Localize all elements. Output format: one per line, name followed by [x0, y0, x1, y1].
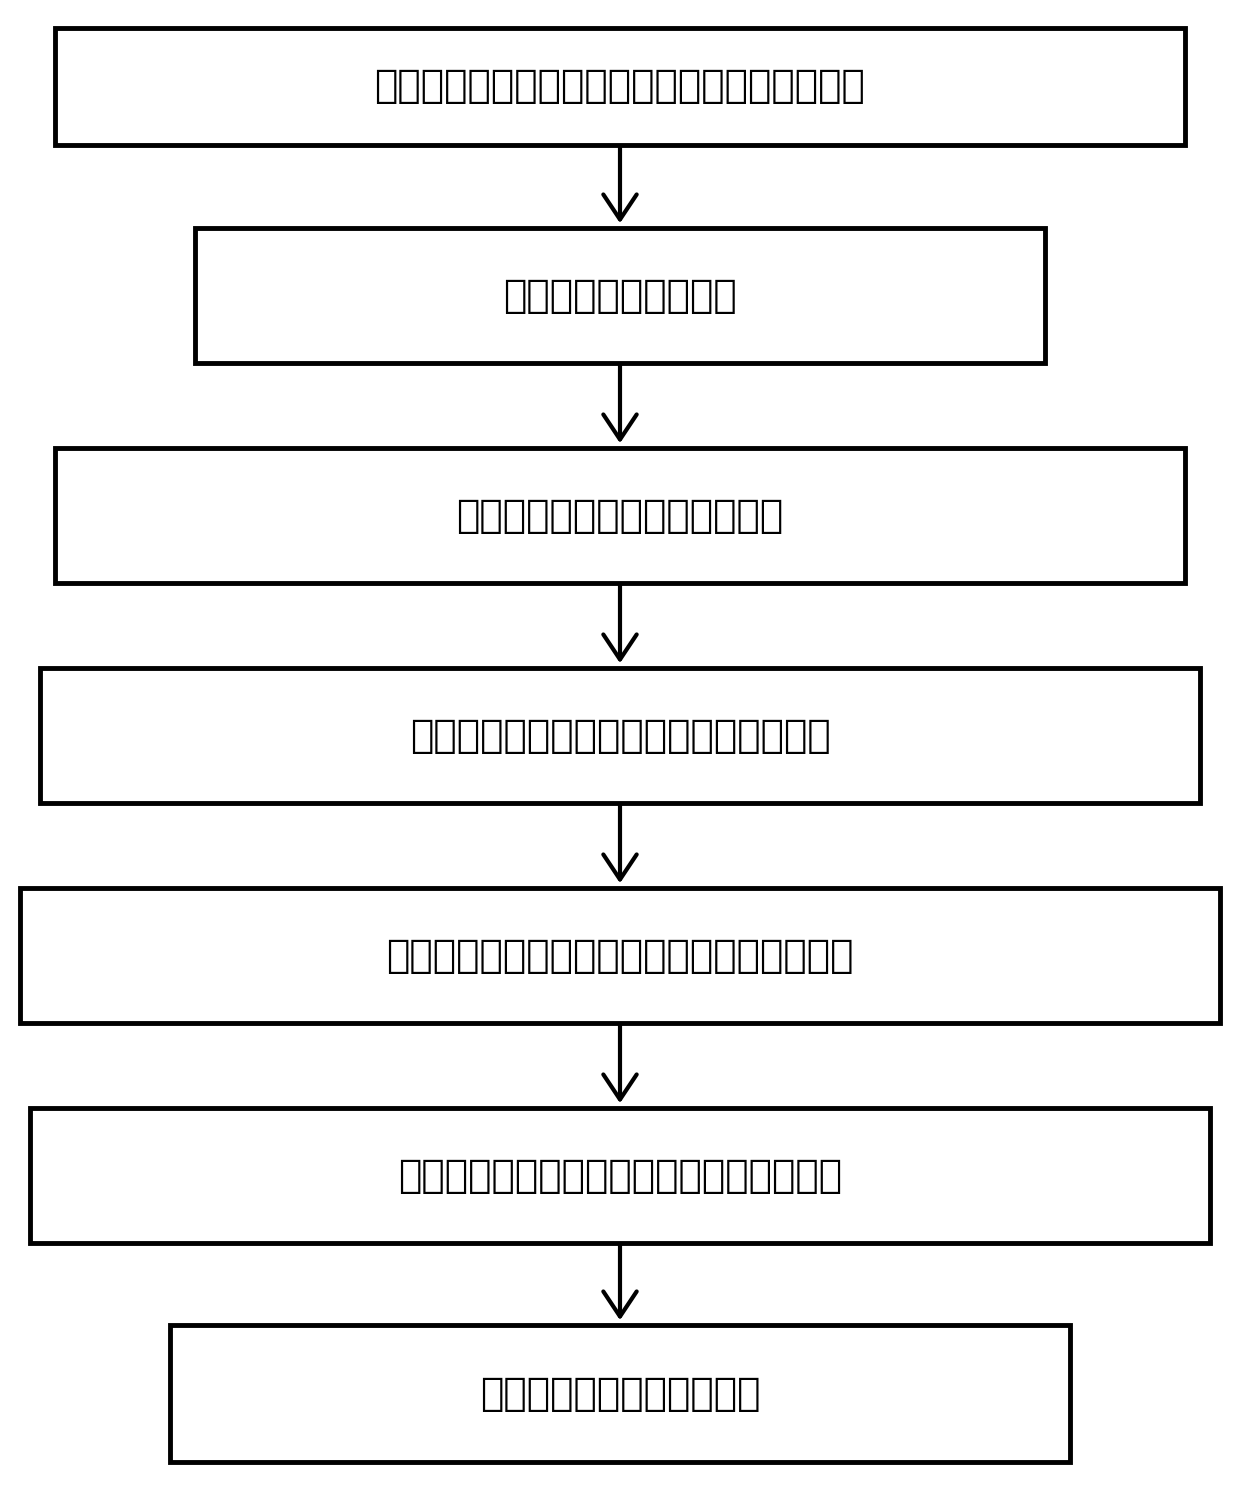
Text: 滑坡局部破坏位置临界剩余下滑推力的确定: 滑坡局部破坏位置临界剩余下滑推力的确定 [398, 1157, 842, 1194]
Bar [30, 1108, 1210, 1244]
Text: 滑坡最优抗滑桩桩位的确定: 滑坡最优抗滑桩桩位的确定 [480, 1375, 760, 1412]
Bar [195, 228, 1045, 363]
Bar [20, 888, 1220, 1023]
Bar [55, 28, 1185, 145]
Text: 推移式滑坡坡体的条分: 推移式滑坡坡体的条分 [503, 276, 737, 315]
Text: 滑坡主动滑移区、挤压区及稳定区的确定: 滑坡主动滑移区、挤压区及稳定区的确定 [409, 717, 831, 754]
Text: 堆积层边坡剪出口形成的最危险滑移面的确定: 堆积层边坡剪出口形成的最危险滑移面的确定 [386, 936, 854, 975]
Bar [40, 667, 1200, 803]
Text: 条块下滑力及剩余下滑力的确定: 条块下滑力及剩余下滑力的确定 [456, 497, 784, 534]
Text: 推移式滑坡坡体基本物理力学参数的勘探与测定: 推移式滑坡坡体基本物理力学参数的勘探与测定 [374, 67, 866, 106]
Bar [170, 1324, 1070, 1462]
Bar [55, 448, 1185, 582]
